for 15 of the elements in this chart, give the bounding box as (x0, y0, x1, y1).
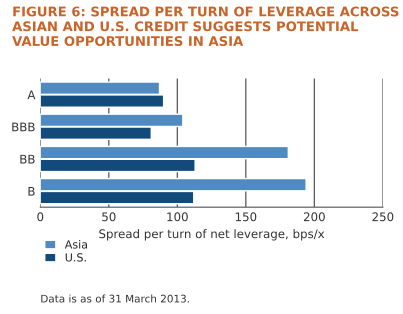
x-tick-label: 0 (37, 212, 44, 222)
x-axis-title: Spread per turn of net leverage, bps/x (99, 229, 324, 241)
y-tick-label: BBB (12, 122, 35, 132)
x-tick-label: 200 (304, 212, 325, 222)
x-tick-label: 250 (372, 212, 394, 222)
x-tick-label: 50 (102, 212, 116, 222)
y-tick-label: BB (20, 154, 35, 164)
legend-label: U.S. (66, 253, 86, 262)
y-tick-label: A (27, 90, 36, 100)
legend-label: Asia (64, 240, 88, 249)
text: Data is as of 31 March 2013. (41, 294, 189, 303)
chart-title: FIGURE 6: SPREAD PER TURN OF LEVERAGE ACROSS ASIAN AND U.S. CREDIT SUGGESTS POTENTIAL VALUE OPPORTUNITIES IN ASIA (12, 6, 398, 46)
x-tick-label: 100 (167, 212, 188, 222)
y-tick-label: B (28, 187, 35, 196)
x-tick-label: 150 (236, 212, 256, 222)
